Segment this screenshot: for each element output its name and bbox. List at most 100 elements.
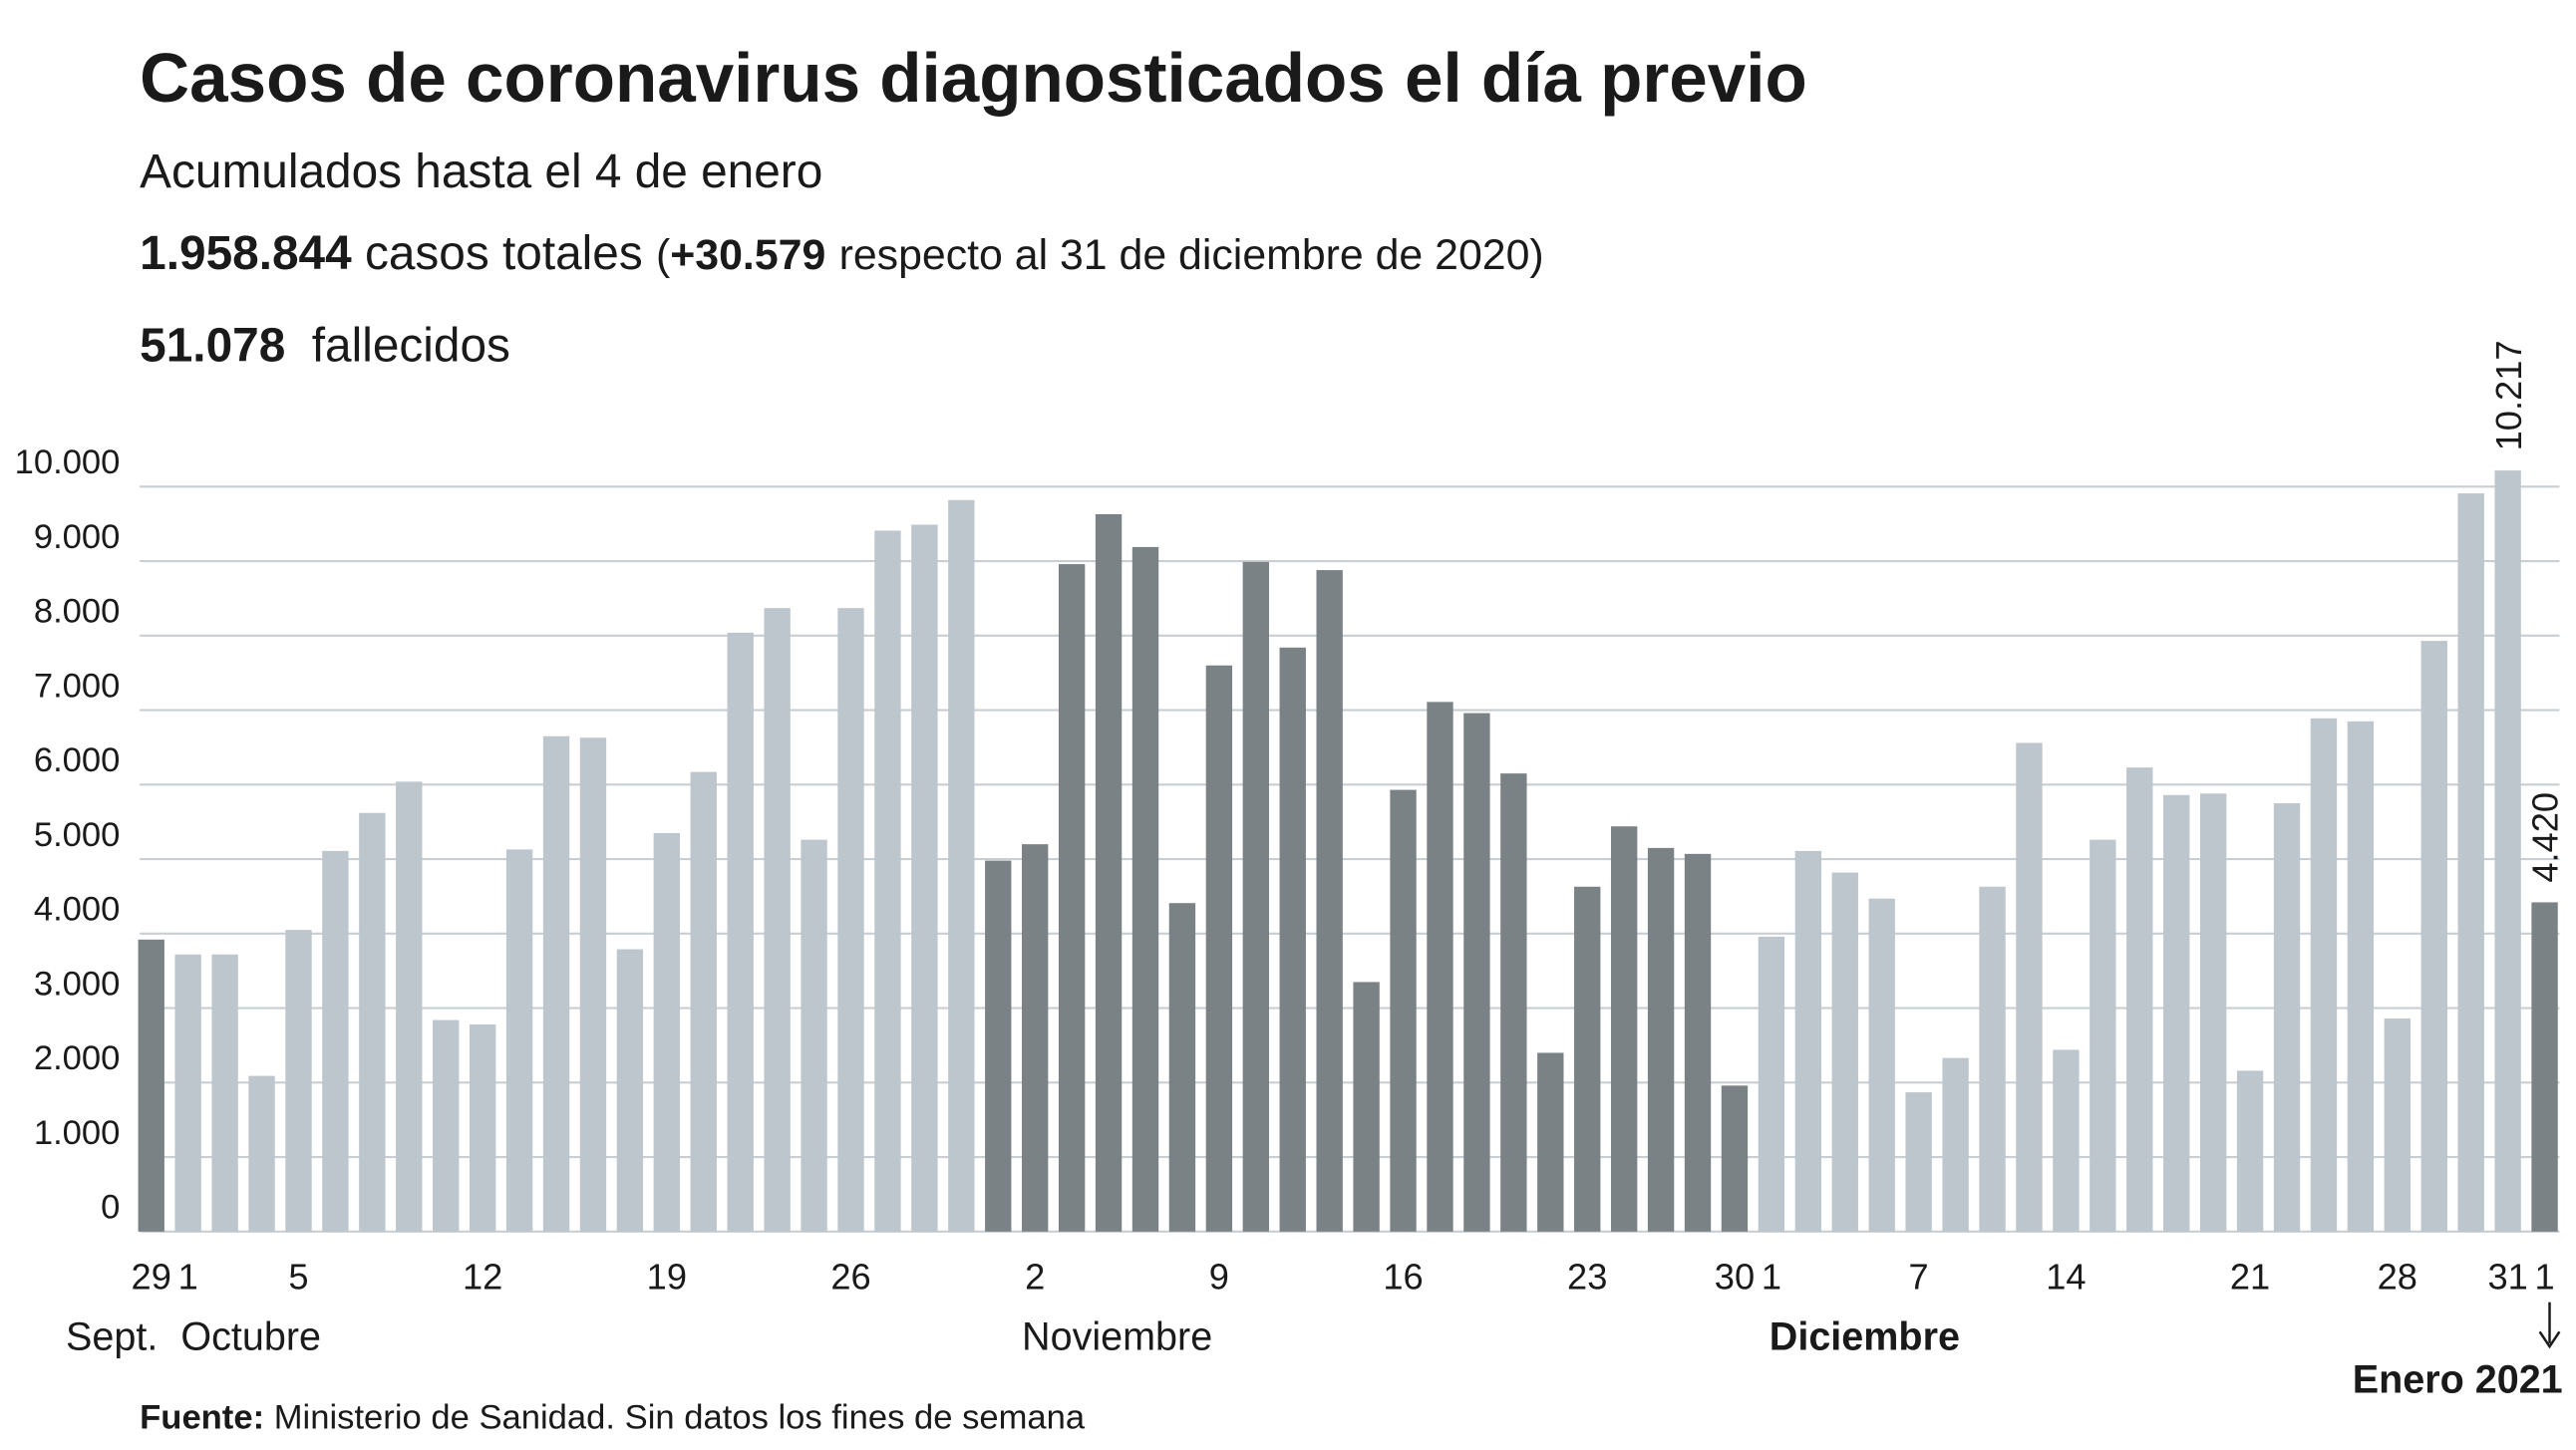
- bar: [1353, 982, 1380, 1232]
- bar: [1500, 773, 1527, 1232]
- bar: [1537, 1052, 1564, 1232]
- bar: [248, 1075, 275, 1232]
- x-tick-label: 19: [647, 1257, 687, 1298]
- bar: [1684, 853, 1712, 1232]
- y-tick-label: 2.000: [34, 1039, 121, 1077]
- y-tick-label: 0: [101, 1189, 120, 1227]
- total-cases-text: casos totales: [365, 227, 643, 280]
- bar: [1905, 1092, 1932, 1232]
- bar: [1831, 872, 1858, 1232]
- bar: [948, 499, 975, 1232]
- y-tick-label: 9.000: [34, 518, 121, 556]
- bar: [874, 530, 901, 1232]
- y-tick-label: 7.000: [34, 667, 121, 705]
- bar: [2053, 1049, 2080, 1232]
- bar: [359, 812, 386, 1232]
- bar: [1316, 570, 1343, 1232]
- bar: [2384, 1018, 2411, 1232]
- change: +30.579: [670, 231, 825, 279]
- bar: [469, 1024, 496, 1232]
- bar: [1574, 886, 1601, 1232]
- open-paren: (: [656, 231, 671, 279]
- x-tick-label: 14: [2046, 1257, 2086, 1298]
- bar: [2163, 794, 2190, 1232]
- bar: [2420, 641, 2447, 1232]
- source: Fuente: Ministerio de Sanidad. Sin datos…: [140, 1399, 1086, 1437]
- month-label: Noviembre: [1022, 1314, 1212, 1358]
- x-tick-label: 2: [1025, 1257, 1045, 1298]
- bar: [285, 930, 312, 1232]
- x-tick-label: 12: [463, 1257, 502, 1298]
- bar: [727, 632, 754, 1232]
- bar: [2347, 721, 2375, 1232]
- bar: [2457, 493, 2484, 1232]
- bar: [2126, 767, 2153, 1232]
- bar: [1022, 844, 1049, 1232]
- totals: 1.958.844 casos totales (+30.579 respect…: [140, 227, 1544, 280]
- bar: [2236, 1070, 2264, 1232]
- bar: [2090, 839, 2116, 1232]
- total-cases: 1.958.844: [140, 227, 352, 280]
- bar: [2273, 803, 2301, 1232]
- bar: [1095, 514, 1123, 1232]
- bar: [2531, 902, 2558, 1232]
- change-text: respecto al 31 de diciembre de 2020): [839, 231, 1544, 279]
- bar: [1794, 850, 1822, 1232]
- bar: [1205, 665, 1233, 1232]
- deaths-number: 51.078: [140, 320, 285, 373]
- deaths: 51.078 fallecidos: [140, 320, 510, 373]
- bar: [1721, 1085, 1749, 1232]
- bar: [211, 954, 238, 1232]
- y-tick-label: 3.000: [34, 965, 121, 1003]
- x-tick-label: 30: [1715, 1257, 1755, 1298]
- x-tick-label: 1: [1762, 1257, 1781, 1298]
- month-label: Enero 2021: [2353, 1357, 2563, 1401]
- x-tick-label: 29: [132, 1257, 171, 1298]
- bar: [1463, 713, 1490, 1232]
- value-label: 10.217: [2488, 340, 2529, 450]
- bar: [138, 939, 164, 1232]
- bar: [1279, 647, 1306, 1232]
- bar: [1390, 789, 1417, 1232]
- bar: [2310, 718, 2338, 1232]
- bar: [1647, 847, 1675, 1232]
- bar: [174, 954, 201, 1232]
- month-label: Octubre: [180, 1314, 321, 1358]
- x-tick-label: 5: [288, 1257, 308, 1298]
- y-tick-label: 4.000: [34, 891, 121, 929]
- bar: [1427, 702, 1453, 1232]
- bar: [764, 608, 791, 1232]
- bar: [1168, 903, 1196, 1232]
- y-tick-label: 10.000: [15, 443, 121, 481]
- bar: [579, 737, 607, 1232]
- bar: [396, 781, 423, 1232]
- source-text: Ministerio de Sanidad. Sin datos los fin…: [274, 1399, 1086, 1437]
- y-tick-label: 1.000: [34, 1114, 121, 1152]
- bar: [2494, 470, 2521, 1232]
- bar: [911, 524, 938, 1232]
- x-tick-label: 7: [1909, 1257, 1929, 1298]
- x-tick-label: 1: [2534, 1257, 2554, 1298]
- x-tick-label: 21: [2230, 1257, 2270, 1298]
- bar: [1942, 1057, 1969, 1232]
- bar: [1758, 936, 1785, 1232]
- x-tick-label: 23: [1567, 1257, 1607, 1298]
- bar: [1979, 886, 2006, 1232]
- bar: [985, 860, 1012, 1232]
- bar: [1058, 564, 1086, 1232]
- bar: [542, 735, 570, 1232]
- bar: [1242, 561, 1269, 1232]
- bar: [433, 1019, 460, 1232]
- subtitle: Acumulados hasta el 4 de enero: [140, 145, 822, 198]
- bar: [837, 608, 864, 1232]
- bar: [653, 832, 681, 1232]
- y-tick-label: 5.000: [34, 816, 121, 854]
- value-label: 4.420: [2525, 792, 2566, 883]
- deaths-text: fallecidos: [312, 320, 510, 373]
- arrow-head: [2538, 1330, 2561, 1349]
- chart-title: Casos de coronavirus diagnosticados el d…: [140, 39, 1807, 117]
- x-tick-label: 9: [1209, 1257, 1229, 1298]
- y-tick-label: 6.000: [34, 741, 121, 779]
- source-label: Fuente:: [140, 1399, 264, 1437]
